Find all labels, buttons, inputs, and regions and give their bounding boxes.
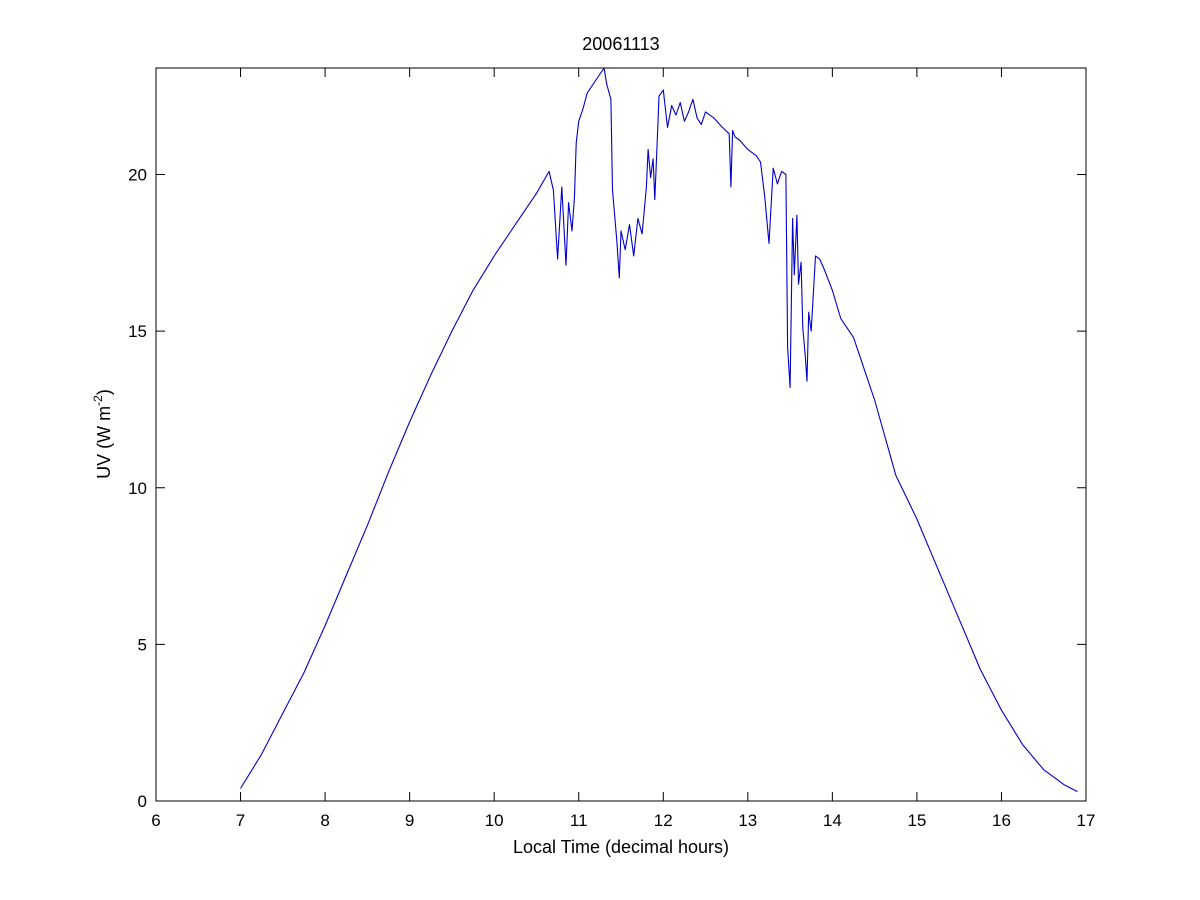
y-tick-label: 0 [138, 792, 147, 811]
x-tick-label: 11 [570, 811, 588, 830]
y-axis-title: UV (W m-2) [91, 389, 114, 479]
x-tick-label: 14 [823, 811, 842, 830]
x-tick-label: 16 [992, 811, 1011, 830]
y-axis-title-close: ) [94, 389, 114, 395]
plot-frame [155, 67, 1087, 802]
y-tick-label: 5 [138, 635, 147, 654]
x-tick-label: 15 [907, 811, 926, 830]
x-tick-label: 7 [236, 811, 245, 830]
x-tick-label: 12 [654, 811, 673, 830]
x-axis-title: Local Time (decimal hours) [513, 837, 729, 857]
plot-area [156, 68, 1086, 801]
chart-title: 20061113 [582, 34, 659, 54]
y-tick-label: 15 [128, 322, 147, 341]
y-tick-label: 10 [128, 479, 147, 498]
y-tick-label: 20 [128, 166, 147, 185]
x-tick-label: 17 [1077, 811, 1096, 830]
x-tick-label: 13 [738, 811, 757, 830]
x-tick-label: 9 [405, 811, 414, 830]
y-axis-title-main: UV (W m [94, 406, 114, 479]
x-tick-label: 8 [320, 811, 329, 830]
x-tick-label: 10 [485, 811, 504, 830]
uv-series-line [240, 67, 1078, 793]
axis-tick-labels: 6 7 8 9 10 11 12 13 14 15 16 17 0 5 10 15 20 [128, 166, 1095, 830]
y-axis-title-exponent: -2 [91, 395, 105, 406]
x-tick-label: 6 [151, 811, 160, 830]
